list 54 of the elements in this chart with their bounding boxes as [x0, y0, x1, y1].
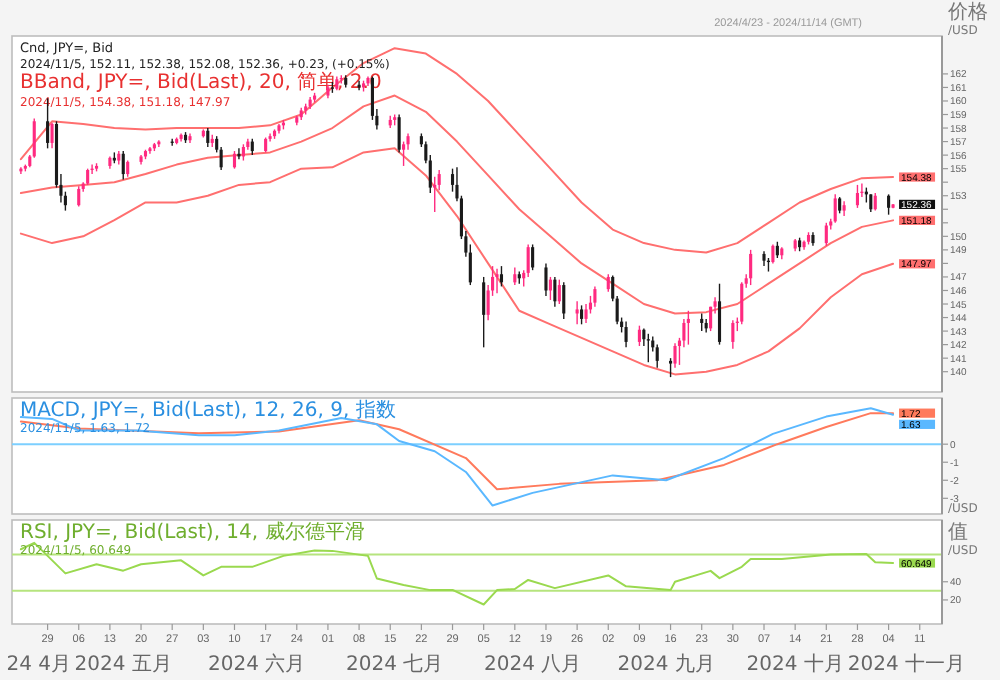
candlestick: [46, 97, 50, 150]
candlestick: [655, 343, 659, 369]
candlestick: [637, 324, 641, 347]
candlestick: [887, 193, 891, 216]
candlestick: [669, 357, 673, 378]
candlestick: [580, 304, 584, 326]
chart-title: RSI, JPY=, Bid(Last), 14, 威尔德平滑: [20, 520, 365, 544]
x2-tick-label: 2024 六月: [208, 652, 306, 676]
candlestick: [482, 276, 486, 349]
candlestick: [771, 243, 775, 265]
x2-tick-label: 2024 五月: [74, 654, 172, 676]
candlestick: [544, 262, 548, 297]
candlestick: [50, 121, 54, 150]
candlestick: [855, 184, 860, 209]
candlestick: [526, 243, 530, 278]
x2-tick-label: 2024 九月: [617, 652, 715, 676]
candlestick: [593, 285, 597, 308]
x2-tick-label: 2024 十一月: [847, 652, 966, 676]
candlestick: [397, 113, 401, 154]
line-series: [19, 541, 895, 606]
candlestick: [673, 342, 677, 369]
candlestick: [749, 249, 753, 286]
candlestick: [731, 319, 735, 350]
candlestick: [740, 281, 744, 326]
candlestick: [686, 310, 690, 346]
candlestick: [77, 185, 81, 208]
candlestick: [433, 176, 437, 213]
candlestick: [499, 265, 504, 288]
candlestick: [402, 140, 406, 167]
line-series: [19, 147, 895, 376]
candlestick: [557, 278, 561, 305]
candlestick: [624, 320, 628, 349]
candlestick: [833, 193, 837, 224]
x2-tick-label: 2024 八月: [483, 654, 582, 676]
candlestick: [562, 281, 566, 320]
chart-title: MACD, JPY=, Bid(Last), 12, 26, 9, 指数: [20, 398, 396, 422]
candlestick: [495, 268, 499, 294]
candlestick: [121, 150, 125, 181]
candlestick: [188, 132, 192, 144]
candlestick: [531, 243, 535, 271]
candlestick: [450, 167, 455, 193]
candlestick: [179, 132, 183, 143]
candlestick: [553, 276, 557, 308]
line-series: [19, 94, 895, 315]
candlestick: [717, 283, 722, 346]
x2-tick-label: 2024 十月: [746, 652, 844, 676]
candlestick: [646, 333, 650, 363]
candlestick: [824, 222, 828, 247]
candlestick: [584, 303, 588, 324]
candlestick: [575, 300, 579, 326]
candlestick: [206, 127, 210, 148]
x2-tick-label: 24 4月: [6, 654, 71, 676]
candlestick: [32, 117, 36, 159]
x2-tick-label: 2024 七月: [346, 652, 444, 676]
